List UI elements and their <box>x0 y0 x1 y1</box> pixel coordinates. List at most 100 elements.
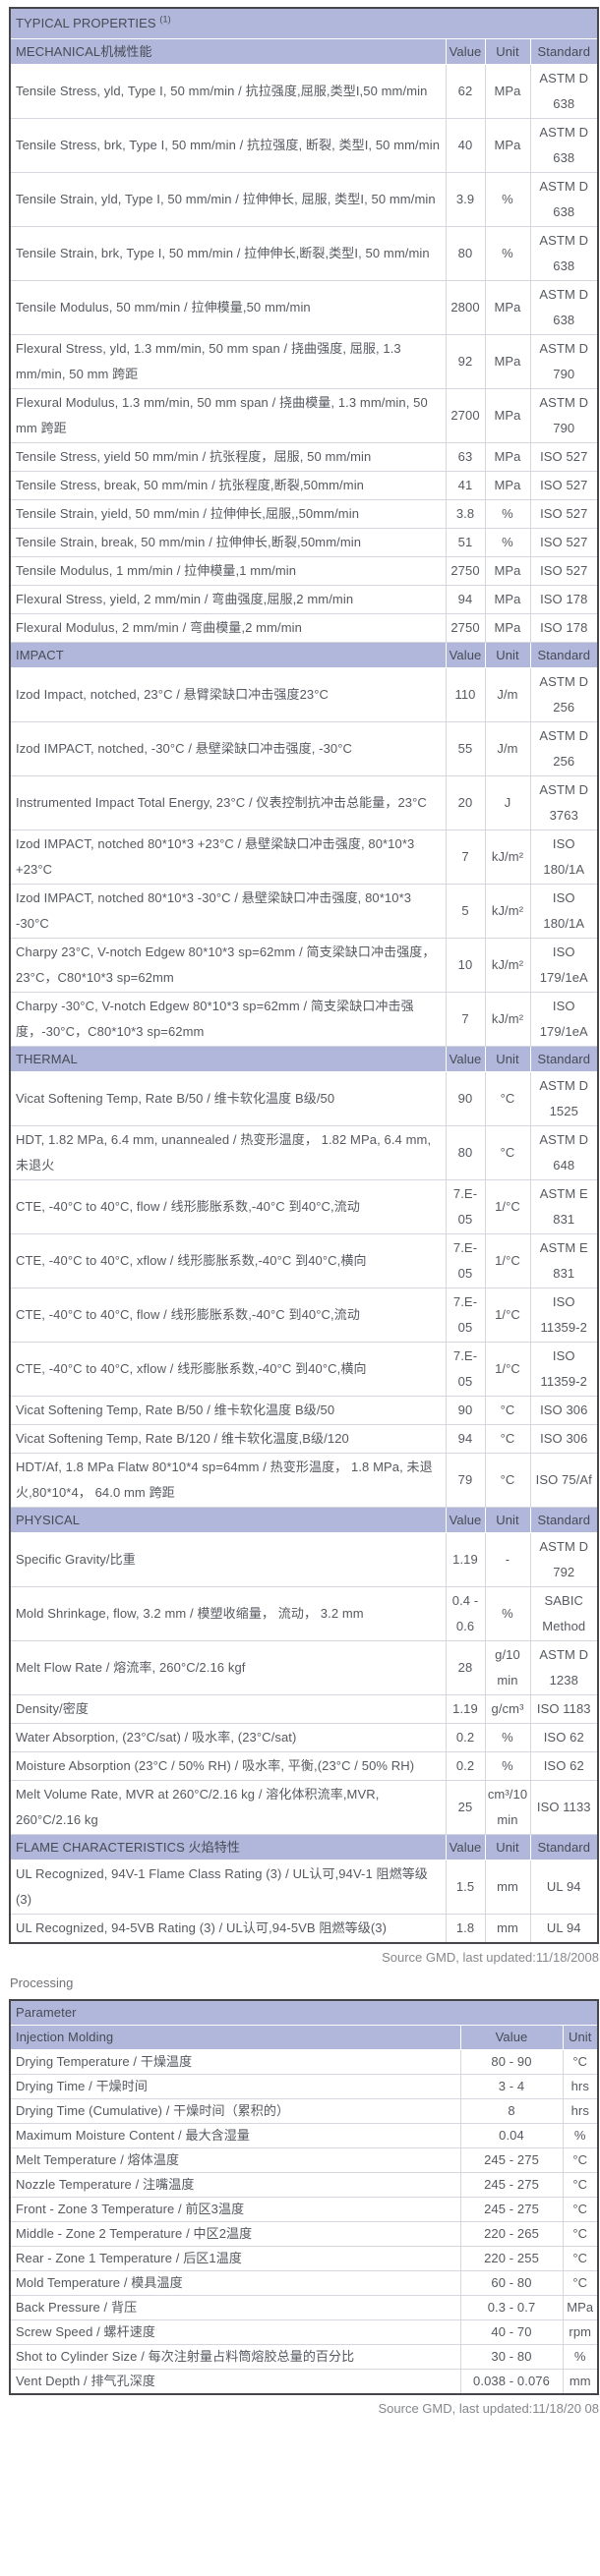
value-cell: 1.8 <box>445 1914 486 1942</box>
standard-cell: ASTM D 1525 <box>529 1071 598 1126</box>
source-note-typical: Source GMD, last updated:11/18/2008 <box>382 1950 599 1965</box>
standard-cell: ASTM D 638 <box>529 64 598 119</box>
processing-row: Vent Depth / 排气孔深度 0.038 - 0.076 mm <box>11 2369 598 2393</box>
property-row: Flexural Modulus, 2 mm/min / 弯曲模量,2 mm/m… <box>11 613 598 643</box>
value-cell: 2700 <box>445 388 486 443</box>
property-row: Izod IMPACT, notched, -30°C / 悬壁梁缺口冲击强度,… <box>11 721 598 776</box>
property-cell: Flexural Modulus, 2 mm/min / 弯曲模量,2 mm/m… <box>11 613 447 643</box>
standard-cell: ISO 527 <box>529 528 598 557</box>
value-cell: 90 <box>445 1396 486 1425</box>
parameter-cell: Drying Time (Cumulative) / 干燥时间（累积的） <box>11 2098 461 2124</box>
unit-cell: J/m <box>484 667 531 722</box>
property-row: Izod Impact, notched, 23°C / 悬臂梁缺口冲击强度23… <box>11 667 598 722</box>
unit-cell: MPa <box>484 556 531 586</box>
value-cell: 30 - 80 <box>459 2344 564 2370</box>
property-cell: HDT/Af, 1.8 MPa Flatw 80*10*4 sp=64mm / … <box>11 1453 447 1508</box>
property-row: Specific Gravity/比重 1.19- ASTM D 792 <box>11 1532 598 1587</box>
standard-cell: ISO 179/1eA <box>529 938 598 993</box>
unit-cell: J <box>484 775 531 830</box>
unit-cell: kJ/m² <box>484 938 531 993</box>
property-cell: Instrumented Impact Total Energy, 23°C /… <box>11 775 447 830</box>
standard-cell: ASTM E 831 <box>529 1233 598 1288</box>
value-cell: 7.E-05 <box>445 1179 486 1234</box>
processing-row: Middle - Zone 2 Temperature / 中区2温度 220 -… <box>11 2221 598 2247</box>
unit-cell: °C <box>484 1424 531 1454</box>
source-note-processing: Source GMD, last updated:11/18/20 08 <box>378 2401 599 2416</box>
standard-cell: ASTM D 790 <box>529 334 598 389</box>
property-cell: CTE, -40°C to 40°C, xflow / 线形膨胀系数,-40°C… <box>11 1233 447 1288</box>
parameter-cell: Nozzle Temperature / 注嘴温度 <box>11 2172 461 2198</box>
property-row: UL Recognized, 94V-1 Flame Class Rating … <box>11 1860 598 1915</box>
unit-cell: °C <box>562 2049 598 2075</box>
property-cell: Tensile Strain, brk, Type I, 50 mm/min /… <box>11 226 447 281</box>
table-title-footnote: (1) <box>159 14 171 25</box>
property-row: UL Recognized, 94-5VB Rating (3) / UL认可,… <box>11 1914 598 1942</box>
property-row: CTE, -40°C to 40°C, xflow / 线形膨胀系数,-40°C… <box>11 1342 598 1397</box>
value-cell: 94 <box>445 1424 486 1454</box>
parameter-cell: Shot to Cylinder Size / 每次注射量占料筒熔胶总量的百分比 <box>11 2344 461 2370</box>
property-row: Density/密度 1.19 g/cm³ ISO 1183 <box>11 1694 598 1724</box>
property-cell: Tensile Stress, yield 50 mm/min / 抗张程度，屈… <box>11 442 447 472</box>
processing-row: Screw Speed / 螺杆速度 40 - 70 rpm <box>11 2319 598 2345</box>
processing-row: Mold Temperature / 模具温度 60 - 80 °C <box>11 2270 598 2296</box>
property-cell: CTE, -40°C to 40°C, flow / 线形膨胀系数,-40°C … <box>11 1179 447 1234</box>
unit-cell: g/10 min <box>484 1640 531 1695</box>
section-label: MECHANICAL机械性能 <box>11 38 447 65</box>
unit-cell: hrs <box>562 2098 598 2124</box>
property-row: Flexural Modulus, 1.3 mm/min, 50 mm span… <box>11 388 598 443</box>
parameter-cell: Back Pressure / 背压 <box>11 2295 461 2320</box>
standard-cell: ISO 527 <box>529 556 598 586</box>
value-cell: 25 <box>445 1780 486 1835</box>
standard-cell: ASTM D 638 <box>529 172 598 227</box>
standard-cell: ISO 180/1A <box>529 884 598 939</box>
unit-cell: % <box>562 2123 598 2148</box>
standard-cell: ISO 527 <box>529 499 598 529</box>
unit-cell: kJ/m² <box>484 992 531 1047</box>
property-row: Tensile Stress, yld, Type I, 50 mm/min /… <box>11 64 598 119</box>
section-label: PHYSICAL <box>11 1507 447 1533</box>
unit-cell: MPa <box>484 334 531 389</box>
unit-cell: °C <box>562 2270 598 2296</box>
column-header: Standard <box>529 1046 598 1072</box>
standard-cell: ISO 11359-2 <box>529 1288 598 1343</box>
parameter-cell: Front - Zone 3 Temperature / 前区3温度 <box>11 2197 461 2222</box>
typical-properties-table: TYPICAL PROPERTIES (1) MECHANICAL机械性能 Val… <box>11 9 598 1942</box>
property-cell: Specific Gravity/比重 <box>11 1532 447 1587</box>
section-header-row: THERMAL Value Unit Standard <box>11 1046 598 1072</box>
value-cell: 220 - 255 <box>459 2246 564 2271</box>
standard-cell: ISO 180/1A <box>529 830 598 885</box>
value-cell: 92 <box>445 334 486 389</box>
unit-cell: °C <box>484 1453 531 1508</box>
property-cell: Water Absorption, (23°C/sat) / 吸水率, (23°… <box>11 1723 447 1752</box>
unit-cell: kJ/m² <box>484 830 531 885</box>
property-cell: CTE, -40°C to 40°C, flow / 线形膨胀系数,-40°C … <box>11 1288 447 1343</box>
unit-cell: °C <box>562 2221 598 2247</box>
unit-cell: MPa <box>484 118 531 173</box>
unit-cell: % <box>484 499 531 529</box>
property-cell: Flexural Stress, yld, 1.3 mm/min, 50 mm … <box>11 334 447 389</box>
standard-cell: ISO 1133 <box>529 1780 598 1835</box>
unit-cell: % <box>484 1586 531 1641</box>
value-cell: 10 <box>445 938 486 993</box>
unit-cell: 1/°C <box>484 1288 531 1343</box>
standard-cell: ASTM D 256 <box>529 721 598 776</box>
value-cell: 0.2 <box>445 1723 486 1752</box>
processing-row: Front - Zone 3 Temperature / 前区3温度 245 - … <box>11 2197 598 2222</box>
column-header: Value <box>445 1507 486 1533</box>
injection-molding-label: Injection Molding <box>11 2025 461 2050</box>
value-cell: 60 - 80 <box>459 2270 564 2296</box>
standard-cell: ASTM D 256 <box>529 667 598 722</box>
value-cell: 55 <box>445 721 486 776</box>
parameter-cell: Maximum Moisture Content / 最大含湿量 <box>11 2123 461 2148</box>
unit-cell: MPa <box>484 442 531 472</box>
column-header: Unit <box>484 1834 531 1860</box>
column-header: Value <box>445 1046 486 1072</box>
unit-cell: MPa <box>484 64 531 119</box>
standard-cell: UL 94 <box>529 1914 598 1942</box>
section-header-row: FLAME CHARACTERISTICS 火焰特性 Value Unit Stand… <box>11 1834 598 1860</box>
standard-cell: ISO 11359-2 <box>529 1342 598 1397</box>
value-cell: 245 - 275 <box>459 2172 564 2198</box>
standard-cell: ISO 75/Af <box>529 1453 598 1508</box>
column-header: Unit <box>484 1046 531 1072</box>
value-cell: 245 - 275 <box>459 2147 564 2173</box>
